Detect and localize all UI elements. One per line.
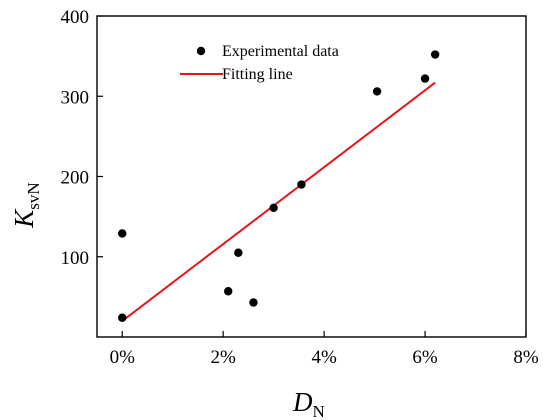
- x-tick-label: 0%: [110, 347, 136, 368]
- data-point: [420, 74, 430, 83]
- data-point: [430, 50, 440, 59]
- data-point: [118, 229, 127, 238]
- y-tick-label: 400: [61, 7, 90, 28]
- data-point: [269, 203, 278, 212]
- ticks-layer: 0% 2% 4% 6% 8% 100 200 300 400: [61, 7, 539, 368]
- fit-line-layer: [121, 81, 436, 322]
- x-axis-title: DN: [292, 387, 325, 420]
- x-tick-label: 8%: [513, 347, 539, 368]
- legend-label-fitting: Fitting line: [222, 66, 293, 83]
- data-point: [249, 298, 258, 307]
- y-tick-label: 200: [61, 168, 90, 189]
- x-axis-title-main: D: [292, 387, 313, 417]
- y-axis-title: KsvN: [9, 182, 43, 228]
- points-layer: [118, 50, 440, 322]
- data-point: [372, 87, 382, 96]
- data-point: [297, 180, 306, 189]
- x-tick-label: 2%: [211, 347, 237, 368]
- x-tick-label: 4%: [311, 347, 337, 368]
- legend-scatter-marker: [196, 46, 206, 56]
- legend: Experimental data Fitting line: [180, 43, 339, 83]
- x-axis-title-sub: N: [313, 402, 325, 420]
- y-axis-title-text: KsvN: [9, 182, 43, 228]
- y-axis-title-sub: svN: [24, 182, 43, 209]
- y-tick-label: 100: [61, 248, 90, 269]
- data-point: [224, 287, 233, 296]
- data-point: [118, 313, 127, 322]
- fitting-line: [121, 81, 436, 322]
- plot-frame: [96, 15, 527, 338]
- x-tick-label: 6%: [412, 347, 438, 368]
- y-tick-label: 300: [61, 87, 90, 108]
- legend-label-experimental: Experimental data: [222, 43, 339, 60]
- y-axis-title-main: K: [9, 208, 39, 229]
- data-point: [234, 248, 243, 257]
